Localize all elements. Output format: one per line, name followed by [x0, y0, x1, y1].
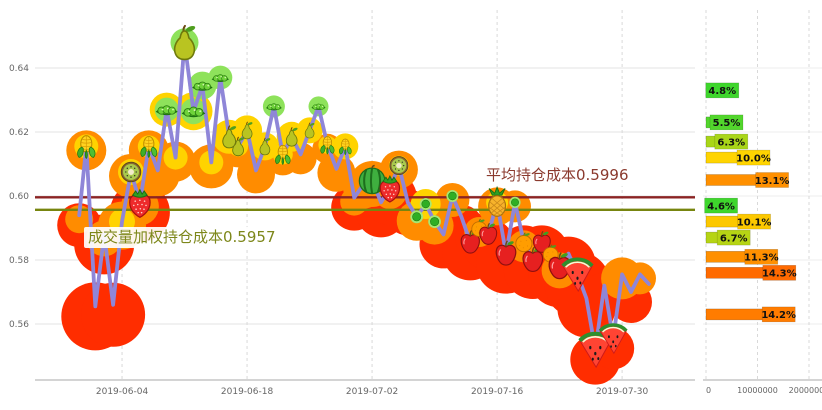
distribution-bar-label-bg	[716, 229, 751, 246]
distribution-bar-label: 4.8%	[708, 86, 736, 97]
distribution-bar-label: 14.2%	[761, 310, 796, 321]
distribution-bar-label: 10.1%	[737, 217, 772, 228]
price-chart-canvas[interactable]: 0.64 0.62 0.60 0.58 0.56 2019-06-04 2019-06-18…	[0, 0, 703, 410]
x-tick-label: 2019-07-02	[346, 387, 398, 397]
distribution-bar-label-bg	[755, 172, 789, 188]
dist-x-tick-label: 0	[706, 386, 711, 395]
distribution-bar-label-bg	[761, 306, 796, 323]
volume-blob	[237, 155, 275, 194]
x-tick-label: 2019-07-30	[596, 387, 649, 397]
distribution-bar-label: 13.1%	[755, 176, 790, 187]
dot-marker	[410, 210, 424, 224]
distribution-bar-label: 10.0%	[736, 153, 771, 164]
distribution-bar-label-bg	[709, 114, 744, 131]
volume-blob	[65, 205, 94, 234]
vwap-cost-label: 成交量加权持仓成本0.5957	[84, 227, 280, 248]
distribution-bar-label-bg	[744, 249, 779, 265]
kiwi-marker	[389, 156, 409, 176]
dot-marker	[509, 196, 521, 209]
avg-cost-label: 平均持仓成本0.5996	[482, 165, 633, 186]
kiwi-marker	[120, 161, 142, 183]
pineapple-marker	[488, 186, 507, 217]
distribution-bar-label: 4.6%	[707, 201, 735, 212]
distribution-bar-label-bg	[762, 264, 797, 281]
dist-x-tick-label: 20000000	[789, 386, 822, 395]
y-tick-label: 0.62	[9, 128, 29, 138]
distribution-chart-canvas[interactable]: 0 10000000 20000000 4.8% 5.5% 6.3% 10.0% 13.1% 4…	[703, 0, 822, 410]
distribution-bar-label: 14.3%	[762, 269, 797, 280]
distribution-bar-label-bg	[714, 133, 749, 150]
distribution-bar-label-bg	[736, 149, 771, 166]
y-tick-label: 0.60	[9, 192, 29, 202]
distribution-bar-label: 6.3%	[717, 137, 745, 148]
x-tick-label: 2019-07-16	[471, 387, 524, 397]
distribution-bar-label-bg	[705, 82, 740, 99]
x-tick-label: 2019-06-04	[96, 387, 149, 397]
distribution-bar-label: 6.7%	[720, 233, 748, 244]
y-tick-label: 0.64	[9, 64, 29, 74]
y-tick-label: 0.58	[9, 256, 29, 266]
y-tick-label: 0.56	[9, 320, 29, 330]
distribution-bar-label: 11.3%	[744, 253, 779, 264]
distribution-bar-label: 5.5%	[713, 118, 741, 129]
distribution-bar-label-bg	[737, 213, 771, 230]
dot-marker	[419, 197, 432, 211]
dot-marker	[427, 214, 442, 229]
x-tick-label: 2019-06-18	[221, 387, 274, 397]
dist-x-tick-label: 10000000	[737, 386, 778, 395]
distribution-bar-label-bg	[704, 197, 738, 214]
dot-marker	[446, 189, 459, 203]
